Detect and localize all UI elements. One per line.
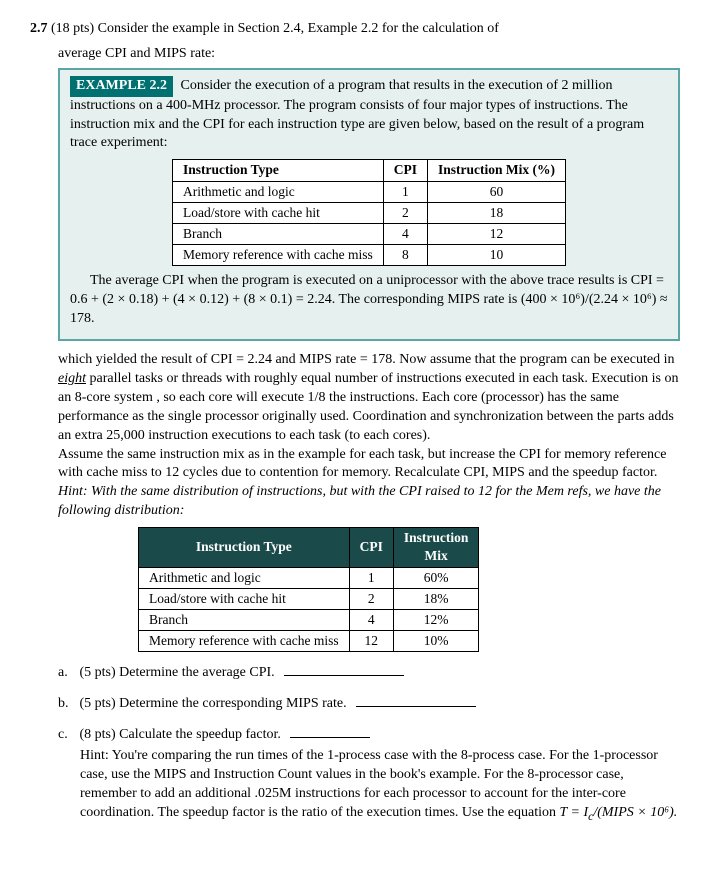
table-row: Arithmetic and logic 1 60 <box>173 181 566 202</box>
hth-type: Instruction Type <box>139 528 350 567</box>
question-lead-line2: average CPI and MIPS rate: <box>58 45 680 64</box>
blank-b <box>356 706 476 707</box>
example-intro: EXAMPLE 2.2 Consider the execution of a … <box>70 76 668 154</box>
table-row: Memory reference with cache miss 12 10% <box>139 631 479 652</box>
table-row: Branch 4 12% <box>139 610 479 631</box>
body-hint: Hint: With the same distribution of inst… <box>58 483 680 521</box>
table-row: Memory reference with cache miss 8 10 <box>173 245 566 266</box>
table-row: Branch 4 12 <box>173 224 566 245</box>
table-row: Arithmetic and logic 1 60% <box>139 567 479 588</box>
hth-cpi: CPI <box>349 528 393 567</box>
question-header: 2.7 (18 pts) Consider the example in Sec… <box>30 20 680 39</box>
blank-c <box>290 737 370 738</box>
example-label: EXAMPLE 2.2 <box>70 76 173 97</box>
body-paragraph-1: which yielded the result of CPI = 2.24 a… <box>58 351 680 445</box>
part-b: b. (5 pts) Determine the corresponding M… <box>58 695 680 714</box>
body-paragraph-2: Assume the same instruction mix as in th… <box>58 446 680 484</box>
table-row: Load/store with cache hit 2 18% <box>139 588 479 609</box>
example-p2: The average CPI when the program is exec… <box>70 272 668 329</box>
example-p1a: Consider the execution of a program that… <box>181 78 559 93</box>
th-cpi: CPI <box>383 160 427 181</box>
hth-mix: InstructionMix <box>393 528 479 567</box>
table-row: Load/store with cache hit 2 18 <box>173 202 566 223</box>
question-points: (18 pts) <box>51 21 94 36</box>
th-type: Instruction Type <box>173 160 384 181</box>
part-c: c. (8 pts) Calculate the speedup factor. <box>58 726 680 745</box>
th-mix: Instruction Mix (%) <box>427 160 565 181</box>
question-number: 2.7 <box>30 21 48 36</box>
hint-table: Instruction Type CPI InstructionMix Arit… <box>138 527 479 652</box>
example-box: EXAMPLE 2.2 Consider the execution of a … <box>58 68 680 341</box>
question-lead: Consider the example in Section 2.4, Exa… <box>98 21 499 36</box>
part-c-hint: Hint: You're comparing the run times of … <box>80 747 680 824</box>
blank-a <box>284 675 404 676</box>
example-table: Instruction Type CPI Instruction Mix (%)… <box>172 159 566 266</box>
part-a: a. (5 pts) Determine the average CPI. <box>58 664 680 683</box>
